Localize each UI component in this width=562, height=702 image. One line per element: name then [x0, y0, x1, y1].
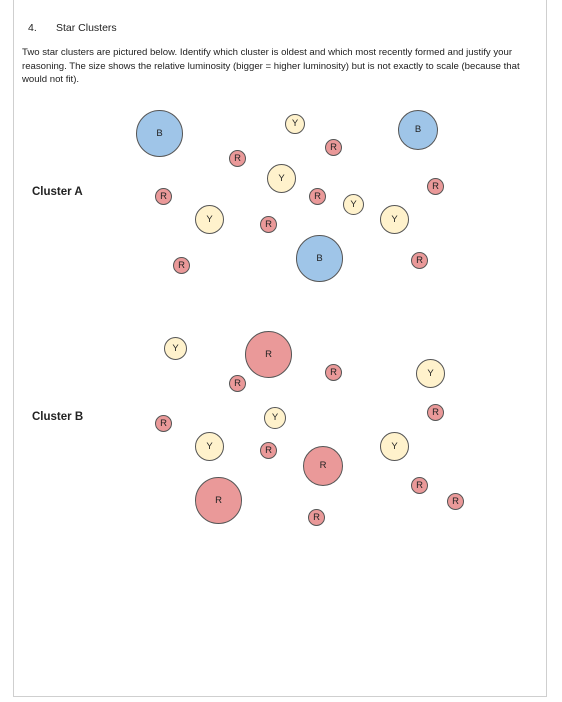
question-header: 4. Star Clusters [28, 22, 117, 34]
cluster-a-star: B [296, 235, 343, 282]
cluster-b-star: R [195, 477, 242, 524]
cluster-b-star: Y [195, 432, 224, 461]
cluster-a-star: R [229, 150, 246, 167]
cluster-b-star: R [411, 477, 428, 494]
cluster-a-star: Y [285, 114, 305, 134]
cluster-b-star: R [229, 375, 246, 392]
cluster-a-star: R [427, 178, 444, 195]
cluster-b-star: Y [380, 432, 409, 461]
cluster-b-star: R [245, 331, 292, 378]
cluster-b-star: R [308, 509, 325, 526]
cluster-b-star: R [260, 442, 277, 459]
cluster-a-star: R [155, 188, 172, 205]
cluster-a-star: R [260, 216, 277, 233]
cluster-b-label: Cluster B [32, 411, 84, 423]
cluster-b-star: R [427, 404, 444, 421]
question-title: Star Clusters [56, 22, 117, 34]
question-instructions: Two star clusters are pictured below. Id… [22, 47, 520, 86]
cluster-a-star: B [398, 110, 438, 150]
cluster-b-star: R [447, 493, 464, 510]
cluster-a-star: Y [343, 194, 364, 215]
cluster-a-star: Y [195, 205, 224, 234]
cluster-a-star: Y [267, 164, 296, 193]
cluster-a-star: Y [380, 205, 409, 234]
cluster-b-star: Y [264, 407, 286, 429]
cluster-a-star: B [136, 110, 183, 157]
cluster-b-star: R [303, 446, 343, 486]
cluster-b-star: R [155, 415, 172, 432]
cluster-b-star: Y [164, 337, 187, 360]
cluster-b-star: R [325, 364, 342, 381]
question-number: 4. [28, 22, 37, 34]
cluster-a-star: R [173, 257, 190, 274]
cluster-a-star: R [411, 252, 428, 269]
cluster-a-label: Cluster A [32, 186, 83, 198]
cluster-b-star: Y [416, 359, 445, 388]
cluster-a-star: R [309, 188, 326, 205]
cluster-a-star: R [325, 139, 342, 156]
